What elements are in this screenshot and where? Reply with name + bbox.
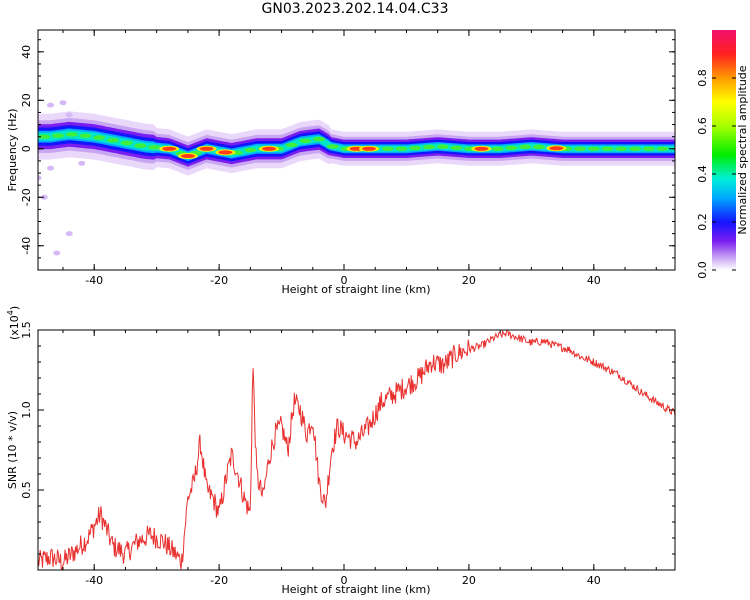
snr-xtick-label: 40	[587, 574, 601, 587]
colorbar-tick-label: 0.0	[696, 261, 709, 279]
spectrogram-blob	[450, 145, 463, 151]
spectrogram-blob	[422, 144, 435, 150]
snr-ytick-label: 1.5	[20, 321, 33, 339]
spectrogram-ytick-label: -20	[20, 188, 33, 206]
snr-ytick-label: 1.0	[20, 401, 33, 419]
spectrogram-ytick-label: -40	[20, 237, 33, 255]
snr-xtick-label: -40	[85, 574, 103, 587]
snr-xtick-label: -20	[210, 574, 228, 587]
snr-scale-label: (x104)	[6, 306, 21, 340]
spectrogram-blob	[519, 144, 532, 150]
spectrogram-blob	[106, 138, 119, 143]
spectrogram-blob	[65, 132, 78, 137]
spectrogram-xlabel: Height of straight line (km)	[281, 283, 430, 296]
spectrogram-xtick-label: 40	[587, 274, 601, 287]
spectrogram-ytick-label: 40	[20, 45, 33, 59]
spectrogram-blob	[120, 140, 133, 146]
spectrogram-blob	[38, 134, 51, 139]
spectrogram-blob	[79, 133, 92, 139]
spectrogram-blob	[409, 145, 422, 151]
spectrogram-hotspot	[361, 146, 376, 151]
colorbar-label: Normalized spectral amplitude	[736, 65, 749, 234]
snr-ticks: -40 -20 0 20 40 0.5 1.0 1.5	[20, 321, 675, 587]
spectrogram-hotspot	[474, 146, 489, 151]
colorbar-gradient	[712, 30, 736, 270]
spectrogram-blob	[615, 146, 628, 151]
spectrogram-speckle	[65, 231, 73, 237]
spectrogram-blob	[587, 146, 600, 151]
spectrogram-blob	[395, 146, 408, 151]
spectrogram-blob	[299, 138, 312, 144]
spectrogram-blob	[656, 146, 669, 151]
colorbar: 0.0 0.2 0.4 0.6 0.8 Normalized spectral ampl…	[696, 30, 749, 279]
svg-text:(x104): (x104)	[6, 306, 21, 340]
spectrogram-hotspot	[180, 154, 195, 159]
spectrogram-blob	[601, 146, 614, 151]
snr-ytick-label: 0.5	[20, 481, 33, 499]
spectrogram-ytick-label: 20	[20, 93, 33, 107]
spectrogram-heatmap	[38, 100, 675, 256]
snr-xlabel: Height of straight line (km)	[281, 583, 430, 596]
colorbar-tick-label: 0.6	[696, 117, 709, 135]
spectrogram-blob	[532, 144, 545, 150]
spectrogram-blob	[436, 144, 449, 149]
spectrogram-hotspot	[262, 146, 277, 151]
spectrogram-xtick-label: -20	[210, 274, 228, 287]
snr-frame	[37, 329, 676, 571]
snr-panel: -40 -20 0 20 40 0.5 1.0 1.5 SNR (10 * v/v) Heig…	[6, 306, 676, 596]
spectrogram-blob	[491, 146, 504, 151]
colorbar-tick-label: 0.8	[696, 69, 709, 87]
spectrogram-speckle	[40, 194, 48, 200]
spectrogram-blob	[642, 146, 655, 151]
spectrogram-xtick-label: -40	[85, 274, 103, 287]
spectrogram-blob	[51, 133, 64, 138]
colorbar-tick-label: 0.2	[696, 213, 709, 231]
spectrogram-blob	[326, 144, 339, 149]
snr-ylabel: SNR (10 * v/v)	[6, 411, 19, 489]
spectrogram-speckle	[46, 102, 54, 108]
spectrogram-blob	[313, 136, 326, 142]
spectrogram-blob	[381, 146, 394, 151]
spectrogram-speckle	[46, 165, 54, 171]
snr-scale-exponent: 4	[6, 310, 15, 315]
spectrogram-ylabel: Frequency (Hz)	[6, 109, 19, 192]
snr-scale-suffix: )	[8, 306, 21, 310]
spectrogram-xtick-label: 0	[341, 274, 348, 287]
spectrogram-blob	[93, 135, 106, 140]
spectrogram-blob	[629, 146, 642, 151]
chart-title: GN03.2023.202.14.04.C33	[261, 1, 449, 17]
spectrogram-blob	[148, 145, 161, 150]
spectrogram-speckle	[65, 112, 73, 118]
spectrogram-speckle	[53, 250, 61, 256]
snr-scale-prefix: (x10	[8, 315, 21, 340]
spectrogram-hotspot	[218, 150, 233, 155]
spectrogram-ytick-label: 0	[20, 145, 33, 152]
spectrogram-ticks: -40 -20 0 20 40 -40 -20 0 20 40	[20, 30, 675, 287]
colorbar-tick-label: 0.4	[696, 165, 709, 183]
spectrogram-xtick-label: 20	[462, 274, 476, 287]
snr-xtick-label: 20	[462, 574, 476, 587]
snr-xtick-label: 0	[341, 574, 348, 587]
spectrogram-hotspot	[199, 146, 214, 151]
spectrogram-hotspot	[162, 146, 177, 151]
spectrogram-panel: -40 -20 0 20 40 -40 -20 0 20 40 Frequency (Hz) He…	[6, 29, 676, 296]
spectrogram-speckle	[38, 175, 42, 181]
spectrogram-blob	[134, 143, 147, 148]
spectrogram-speckle	[78, 160, 86, 166]
spectrogram-blob	[285, 142, 298, 148]
spectrogram-speckle	[59, 100, 67, 106]
spectrogram-frame	[37, 29, 676, 271]
spectrogram-hotspot	[549, 146, 564, 151]
spectrogram-blob	[574, 146, 587, 151]
colorbar-ticks: 0.0 0.2 0.4 0.6 0.8	[696, 69, 736, 279]
spectrogram-blob	[244, 147, 257, 153]
snr-line	[38, 330, 675, 570]
spectrogram-blob	[505, 145, 518, 151]
